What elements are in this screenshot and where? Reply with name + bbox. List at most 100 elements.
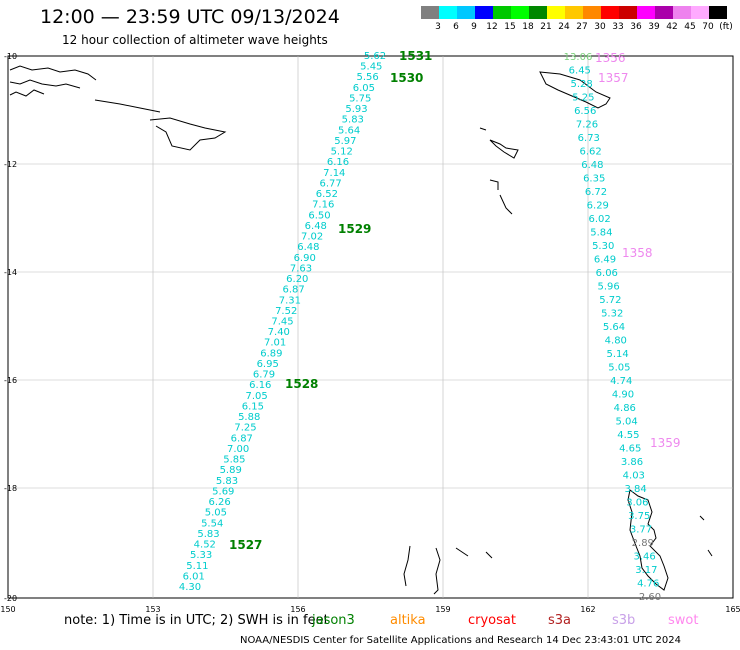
swh-value: 5.83 [197, 529, 219, 540]
color-swatch [547, 6, 565, 19]
color-scale-label: 70 [702, 22, 714, 32]
chart-subtitle: 12 hour collection of altimeter wave hei… [62, 33, 328, 47]
swh-value: 6.95 [257, 359, 279, 370]
color-swatch [511, 6, 529, 19]
swh-value: 6.73 [578, 133, 600, 144]
pass-label-swot: 1359 [650, 436, 681, 450]
swh-value: 5.56 [356, 72, 378, 83]
swh-value: 5.85 [223, 455, 245, 466]
color-swatch [691, 6, 709, 19]
coastline-png-east [9, 65, 97, 97]
swh-value: 6.87 [282, 285, 304, 296]
satellite-legend-item: s3b [612, 613, 636, 628]
swh-value: 6.48 [297, 242, 319, 253]
color-scale-label: 39 [648, 22, 660, 32]
pass-labels: 1531 1530 1529 1528 1527 1356 1357 1358 1359 [229, 49, 681, 552]
swh-value: 6.50 [308, 210, 330, 221]
swh-value: 7.02 [301, 232, 323, 243]
swh-value: 3.86 [621, 457, 643, 468]
swot-track: 13.06 6.45 5.28 5.25 6.56 7.26 6.73 6.62 6.48 6.3… [564, 52, 661, 603]
swh-value: 6.02 [588, 214, 610, 225]
swh-value: 7.40 [268, 327, 290, 338]
color-scale-label: 6 [453, 22, 459, 32]
color-scale-label: 36 [630, 22, 642, 32]
swh-value: 4.52 [194, 540, 216, 551]
color-swatch [493, 6, 511, 19]
swh-value: 5.25 [572, 93, 594, 104]
lat-tick-label: -10 [4, 52, 17, 61]
swh-value: 5.30 [592, 241, 614, 252]
lat-tick-label: -16 [4, 376, 17, 385]
swh-value: 7.16 [312, 200, 334, 211]
swh-value: 4.03 [623, 471, 645, 482]
pass-label-swot: 1356 [595, 51, 626, 65]
satellite-legend-item: jason3 [312, 613, 355, 628]
color-scale-label: 45 [684, 22, 696, 32]
map-grid [8, 56, 733, 598]
swh-value: 6.45 [569, 66, 591, 77]
swh-value: 5.69 [212, 486, 234, 497]
color-swatch [601, 6, 619, 19]
color-scale-label: 15 [504, 22, 516, 32]
swh-value: 4.90 [612, 390, 634, 401]
lon-tick-label: 153 [145, 605, 160, 614]
swh-value: 4.65 [619, 444, 641, 455]
lon-tick-label: 156 [290, 605, 305, 614]
swh-value: 5.75 [349, 93, 371, 104]
swh-value: 5.93 [345, 104, 367, 115]
color-scale-label: 30 [594, 22, 606, 32]
lon-tick-label: 162 [580, 605, 595, 614]
lat-tick-label: -12 [4, 160, 17, 169]
coastline-new-caledonia-north [403, 545, 493, 595]
swh-value: 6.05 [353, 83, 375, 94]
swh-value: 5.84 [590, 228, 612, 239]
swh-value: 5.05 [205, 508, 227, 519]
swh-value: 7.00 [227, 444, 249, 455]
lon-tick-label: 159 [435, 605, 450, 614]
color-swatch [457, 6, 475, 19]
swh-value: 5.83 [342, 115, 364, 126]
coastline-louisiade [94, 99, 227, 151]
swh-value: 4.86 [614, 403, 636, 414]
swh-value: 7.25 [234, 423, 256, 434]
jason-track: 5.625.455.566.055.755.935.835.645.975.12… [179, 51, 386, 593]
swh-value: 5.33 [190, 550, 212, 561]
swh-value: 7.31 [279, 295, 301, 306]
color-swatch [583, 6, 601, 19]
swh-value: 5.45 [360, 62, 382, 73]
satellite-legend-item: altika [390, 613, 426, 628]
color-scale-label: 33 [612, 22, 624, 32]
swh-value: 7.26 [576, 120, 598, 131]
lat-tick-label: -20 [4, 594, 17, 603]
swh-value: 3.46 [633, 552, 655, 563]
swh-value: 5.64 [338, 125, 360, 136]
swh-value: 3.77 [630, 525, 652, 536]
swh-value: 6.89 [260, 348, 282, 359]
color-swatch [655, 6, 673, 19]
color-swatch [709, 6, 727, 19]
swh-value: 5.05 [608, 363, 630, 374]
swh-value: 2.60 [639, 592, 661, 603]
color-swatch [439, 6, 457, 19]
color-scale-label: (ft) [719, 22, 733, 32]
swh-value: 5.11 [186, 561, 208, 572]
color-scale-label: 21 [540, 22, 552, 32]
swh-value: 5.64 [603, 322, 625, 333]
swh-value: 4.80 [605, 336, 627, 347]
pass-label-jason: 1529 [338, 222, 371, 236]
swh-value: 4.76 [637, 579, 659, 590]
swh-value: 4.74 [610, 376, 632, 387]
swh-value: 5.14 [606, 349, 628, 360]
swh-value: 6.26 [208, 497, 230, 508]
swh-value: 5.32 [601, 309, 623, 320]
swh-value: 2.89 [632, 538, 654, 549]
swh-value: 7.45 [271, 317, 293, 328]
color-swatch [475, 6, 493, 19]
swh-value: 6.90 [294, 253, 316, 264]
swh-value: 6.52 [316, 189, 338, 200]
swh-value: 6.01 [183, 571, 205, 582]
color-swatch [619, 6, 637, 19]
swh-value: 5.54 [201, 518, 223, 529]
satellite-legend-item: s3a [548, 613, 572, 628]
lon-tick-label: 165 [725, 605, 740, 614]
